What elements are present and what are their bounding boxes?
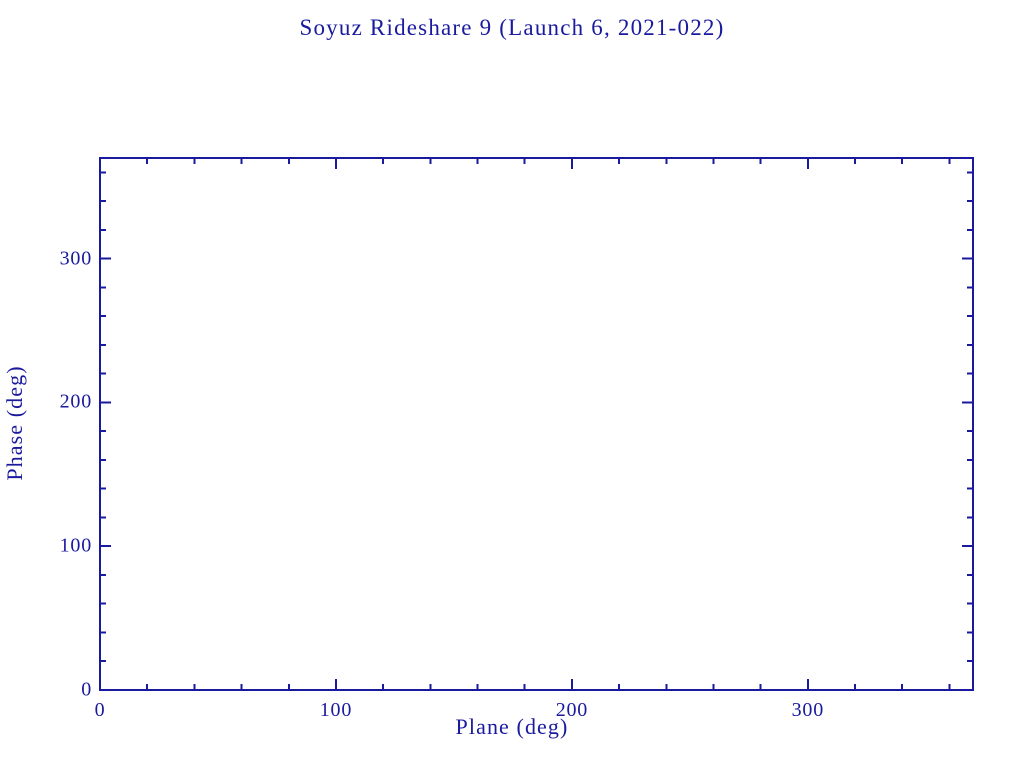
y-tick-label: 300 <box>59 247 92 270</box>
x-tick-label: 300 <box>791 699 825 721</box>
y-tick-label: 100 <box>59 534 92 557</box>
x-tick-label: 200 <box>555 699 589 721</box>
y-tick-label: 0 <box>81 678 92 701</box>
x-tick-label: 100 <box>319 699 353 721</box>
axes-frame <box>98 156 975 692</box>
axis-ticks <box>99 158 973 691</box>
chart-title: Soyuz Rideshare 9 (Launch 6, 2021-022) <box>299 15 725 40</box>
y-tick-label: 200 <box>59 390 92 413</box>
plot-frame <box>98 156 975 692</box>
x-tick-label: 0 <box>94 699 106 721</box>
x-axis-label: Plane (deg) <box>455 714 569 739</box>
